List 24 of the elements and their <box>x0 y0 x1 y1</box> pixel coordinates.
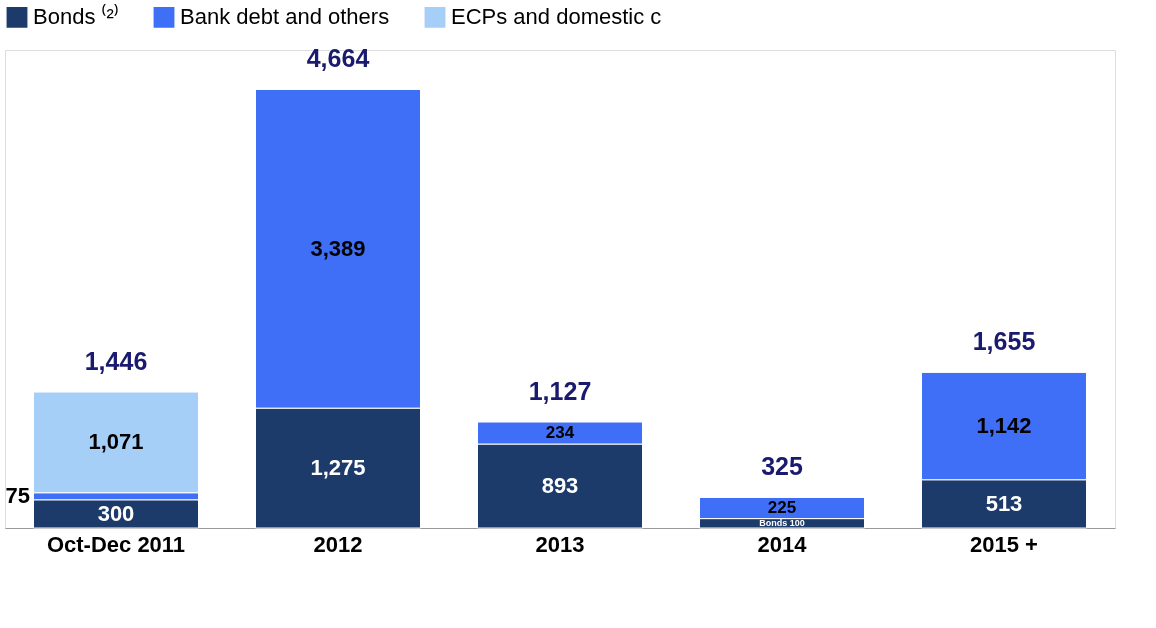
data-label: 3,389 <box>310 235 366 261</box>
total-label: 1,655 <box>972 327 1036 356</box>
legend-label: Bank debt and others <box>180 4 390 30</box>
total-label: 1,446 <box>84 347 148 376</box>
data-label: 225 <box>767 498 797 518</box>
legend-label: ECPs and domestic c <box>451 4 662 30</box>
data-label: 1,142 <box>976 413 1032 439</box>
total-label: 1,127 <box>528 377 592 406</box>
x-tick-label: 2013 <box>535 531 585 557</box>
data-label: 513 <box>985 490 1023 516</box>
x-tick-label: Oct-Dec 2011 <box>46 531 186 557</box>
data-label: 75 <box>5 483 30 509</box>
total-label: 325 <box>761 452 803 481</box>
data-label: 1,275 <box>310 455 366 481</box>
data-label: 234 <box>545 423 575 443</box>
data-label: 1,071 <box>88 429 144 455</box>
data-label: 893 <box>541 473 579 499</box>
data-label: Bonds 100 <box>759 518 805 529</box>
legend-label: Bonds ⁽²⁾ <box>33 4 119 30</box>
x-tick-label: 2014 <box>757 531 808 557</box>
x-tick-label: 2015 + <box>970 531 1038 557</box>
total-label: 4,664 <box>306 44 370 73</box>
x-tick-label: 2012 <box>313 531 363 557</box>
data-label: 300 <box>97 500 135 526</box>
